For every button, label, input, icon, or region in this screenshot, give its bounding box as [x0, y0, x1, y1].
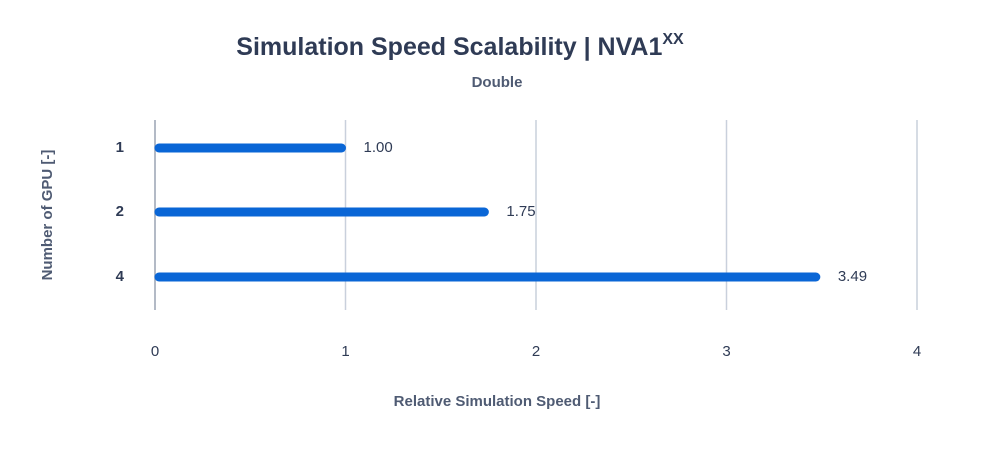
y-tick-label: 4: [116, 268, 125, 285]
value-label: 3.49: [838, 268, 867, 285]
x-tick-label: 4: [913, 343, 921, 360]
value-label: 1.75: [506, 203, 535, 220]
title-main: Simulation Speed Scalability | NVA1: [236, 33, 662, 61]
y-tick-label: 2: [116, 203, 124, 220]
x-tick-label: 3: [722, 343, 730, 360]
title-superscript: XX: [662, 31, 684, 48]
x-axis-label: Relative Simulation Speed [-]: [394, 393, 601, 410]
x-tick-label: 1: [341, 343, 349, 360]
x-tick-label: 0: [151, 343, 159, 360]
y-tick-label: 1: [116, 139, 124, 156]
x-tick-label: 2: [532, 343, 540, 360]
y-axis-label: Number of GPU [-]: [39, 150, 56, 281]
chart-title: Simulation Speed Scalability | NVA1XX: [236, 31, 684, 60]
chart-subtitle: Double: [472, 74, 523, 91]
value-label: 1.00: [364, 139, 393, 156]
